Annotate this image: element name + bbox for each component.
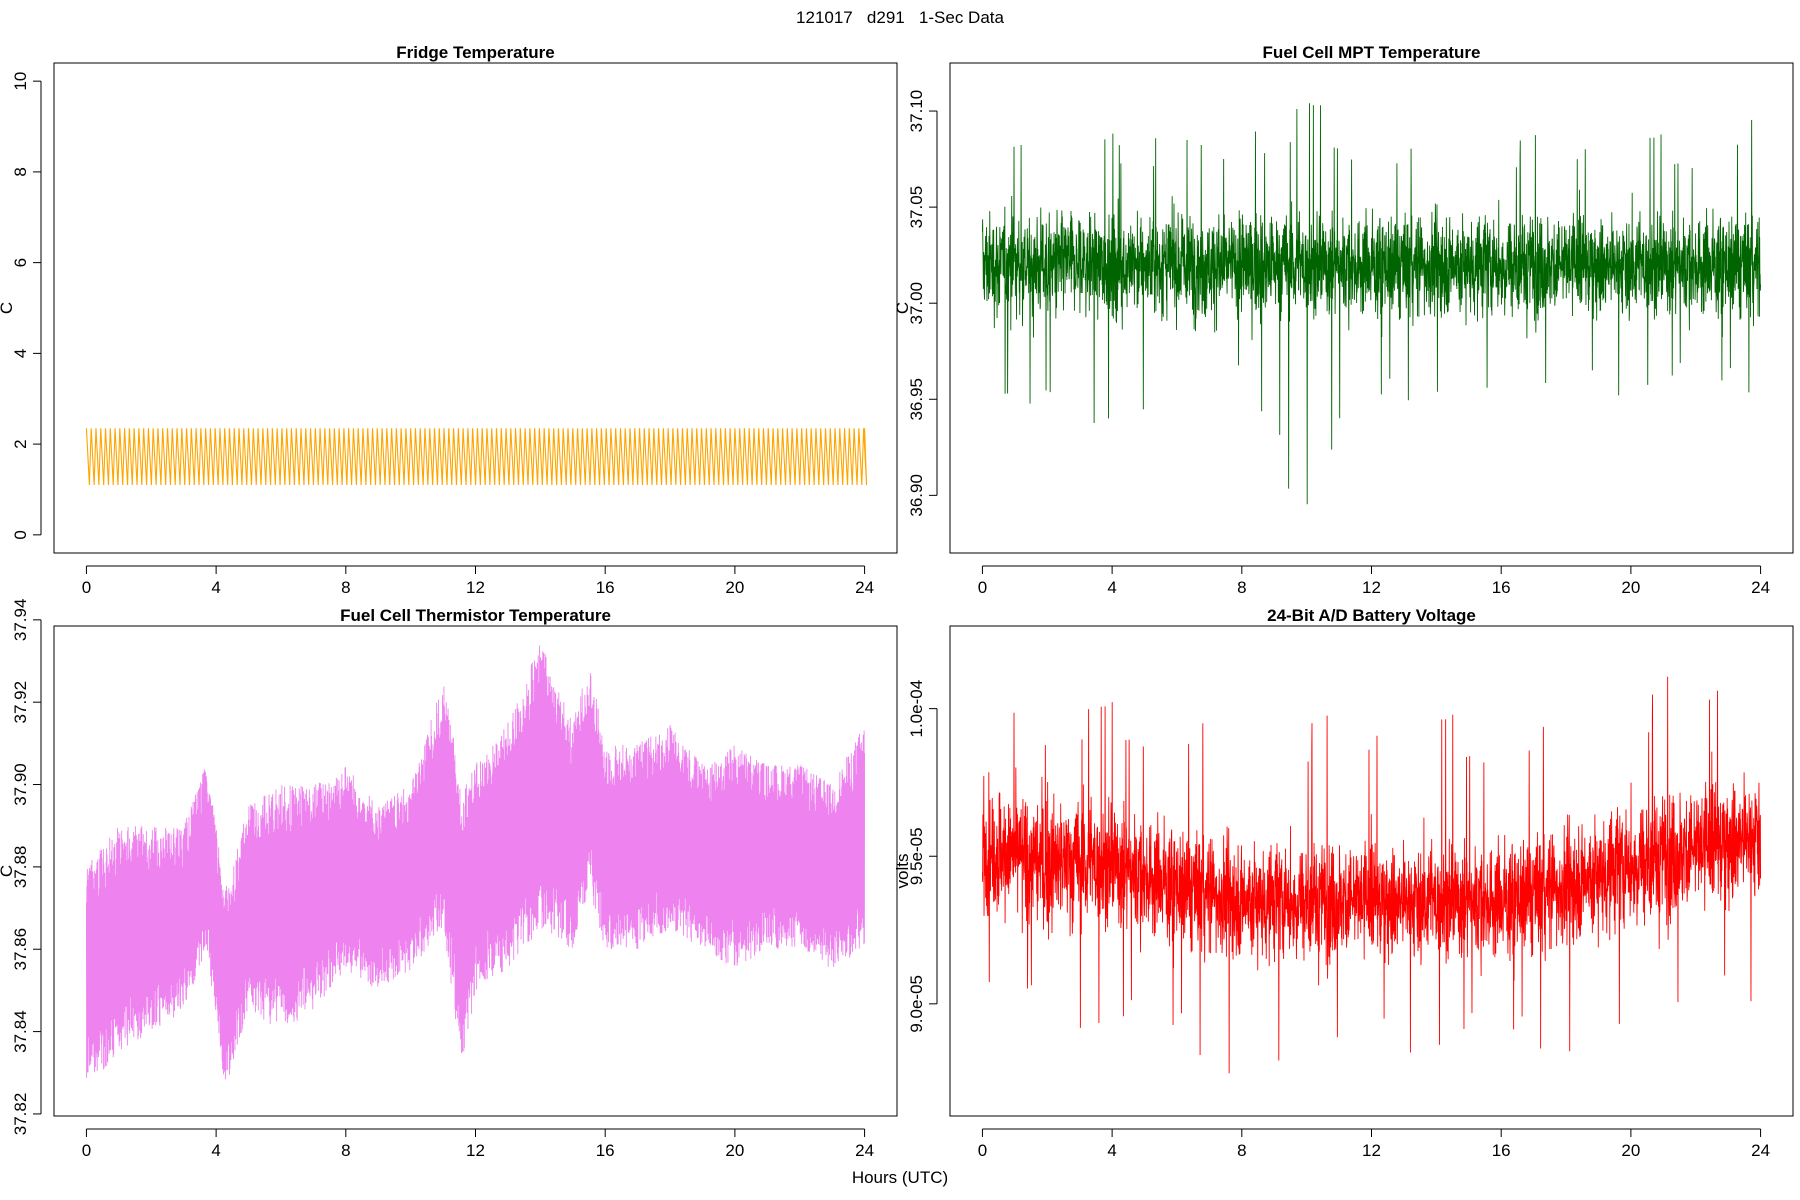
panel-battery-voltage: 24-Bit A/D Battery Voltage 0 4 8 12 16 20 24 9.0…: [893, 606, 1794, 1160]
x-tick-label: 16: [596, 1141, 615, 1160]
y-axis-label: C: [0, 302, 16, 314]
plot-title: Fuel Cell MPT Temperature: [1263, 43, 1481, 62]
x-tick-label: 20: [725, 1141, 744, 1160]
x-tick-label: 8: [341, 578, 350, 597]
x-tick-label: 24: [855, 578, 874, 597]
y-tick-label: 9.5e-05: [907, 827, 926, 885]
y-tick-label: 37.84: [11, 1010, 30, 1053]
y-tick-label: 36.95: [907, 378, 926, 421]
x-tick-label: 20: [1621, 578, 1640, 597]
x-tick-label: 4: [211, 1141, 220, 1160]
y-tick-label: 37.00: [907, 282, 926, 325]
y-tick-label: 37.10: [907, 90, 926, 133]
y-tick-label: 6: [11, 258, 30, 267]
x-tick-label: 20: [725, 578, 744, 597]
x-tick-label: 0: [978, 1141, 987, 1160]
y-tick-label: 37.92: [11, 681, 30, 724]
x-tick-label: 8: [341, 1141, 350, 1160]
y-tick-label: 37.88: [11, 846, 30, 889]
y-tick-label: 37.86: [11, 928, 30, 971]
x-axis-label: Hours (UTC): [851, 1168, 949, 1187]
x-tick-label: 24: [855, 1141, 874, 1160]
y-tick-label: 37.05: [907, 186, 926, 229]
y-axis-label: C: [893, 302, 912, 314]
y-tick-label: 9.0e-05: [907, 975, 926, 1033]
y-tick-label: 37.94: [11, 599, 30, 642]
x-tick-label: 24: [1751, 578, 1770, 597]
series-line: [85, 645, 866, 1080]
x-tick-label: 20: [1621, 1141, 1640, 1160]
y-tick-label: 8: [11, 167, 30, 176]
y-axis-label: volts: [893, 854, 912, 889]
series-line: [981, 103, 1762, 505]
x-tick-label: 8: [1237, 578, 1246, 597]
y-tick-label: 4: [11, 349, 30, 358]
y-tick-label: 1.0e-04: [907, 680, 926, 738]
x-tick-label: 16: [596, 578, 615, 597]
plot-frame: [949, 62, 1794, 554]
panel-fuel-cell-mpt-temperature: Fuel Cell MPT Temperature 0 4 8 12 16 20 24 36.9…: [893, 43, 1794, 597]
y-tick-label: 36.90: [907, 474, 926, 517]
x-tick-label: 0: [978, 578, 987, 597]
y-tick-label: 0: [11, 530, 30, 539]
x-tick-label: 12: [1362, 1141, 1381, 1160]
panel-fridge-temperature: Fridge Temperature048121620240246810C: [0, 43, 898, 597]
x-tick-label: 12: [466, 1141, 485, 1160]
series-line: [85, 428, 868, 485]
x-tick-label: 4: [1107, 578, 1116, 597]
x-tick-label: 4: [1107, 1141, 1116, 1160]
y-axis-label: C: [0, 865, 16, 877]
x-tick-label: 16: [1492, 578, 1511, 597]
plot-title: Fuel Cell Thermistor Temperature: [340, 606, 611, 625]
x-tick-label: 4: [211, 578, 220, 597]
y-tick-label: 10: [11, 72, 30, 91]
y-tick-label: 37.82: [11, 1093, 30, 1136]
y-tick-label: 37.90: [11, 763, 30, 806]
y-tick-label: 2: [11, 439, 30, 448]
series-line: [981, 676, 1762, 1074]
panel-fuel-cell-thermistor-temperature: Fuel Cell Thermistor Temperature 0 4 8 12 16 2…: [0, 599, 898, 1160]
page-title: 121017 d291 1-Sec Data: [796, 8, 1004, 27]
x-tick-label: 12: [466, 578, 485, 597]
plot-title: Fridge Temperature: [396, 43, 554, 62]
x-tick-label: 0: [82, 578, 91, 597]
x-tick-label: 8: [1237, 1141, 1246, 1160]
plot-frame: [949, 625, 1794, 1117]
x-tick-label: 16: [1492, 1141, 1511, 1160]
plot-title: 24-Bit A/D Battery Voltage: [1267, 606, 1476, 625]
x-tick-label: 0: [82, 1141, 91, 1160]
x-tick-label: 24: [1751, 1141, 1770, 1160]
x-tick-label: 12: [1362, 578, 1381, 597]
plot-frame: [53, 625, 898, 1117]
plot-frame: [53, 62, 898, 554]
